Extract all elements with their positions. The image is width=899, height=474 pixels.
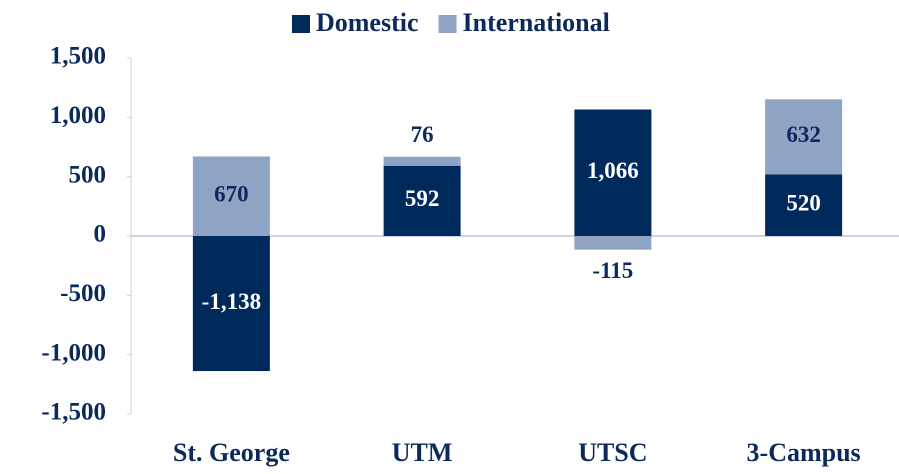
y-tick-label: -1,500: [41, 399, 106, 426]
legend-swatch: [438, 15, 457, 33]
x-tick-label: St. George: [173, 438, 290, 467]
bar-segment: [765, 174, 843, 236]
y-tick-label: 0: [94, 221, 107, 248]
data-label: -1,138: [202, 289, 261, 314]
bar-segment: [192, 236, 270, 372]
legend-label: Domestic: [316, 8, 419, 37]
bar-segment: [574, 109, 652, 236]
data-label: -115: [592, 258, 633, 283]
data-label: 670: [214, 182, 249, 207]
x-tick-label: 3-Campus: [747, 438, 861, 467]
data-label: 592: [405, 186, 440, 211]
legend-label: International: [463, 8, 610, 37]
legend-swatch: [292, 15, 310, 33]
data-label: 520: [786, 190, 821, 215]
bar-segment: [383, 165, 461, 236]
y-tick-label: 500: [69, 161, 107, 188]
x-tick-label: UTM: [392, 438, 453, 467]
bar-segment: [574, 236, 652, 250]
bar-segment: [192, 156, 270, 236]
data-label: 632: [786, 122, 821, 147]
y-tick-label: 1,500: [50, 43, 106, 70]
bar-segment: [383, 156, 461, 166]
y-tick-label: -1,000: [41, 339, 106, 366]
bar-segment: [765, 99, 843, 175]
y-tick-label: 1,000: [50, 102, 106, 129]
data-label: 1,066: [587, 158, 639, 183]
data-label: 76: [411, 122, 434, 147]
x-tick-label: UTSC: [578, 438, 647, 467]
y-tick-label: -500: [60, 280, 106, 307]
